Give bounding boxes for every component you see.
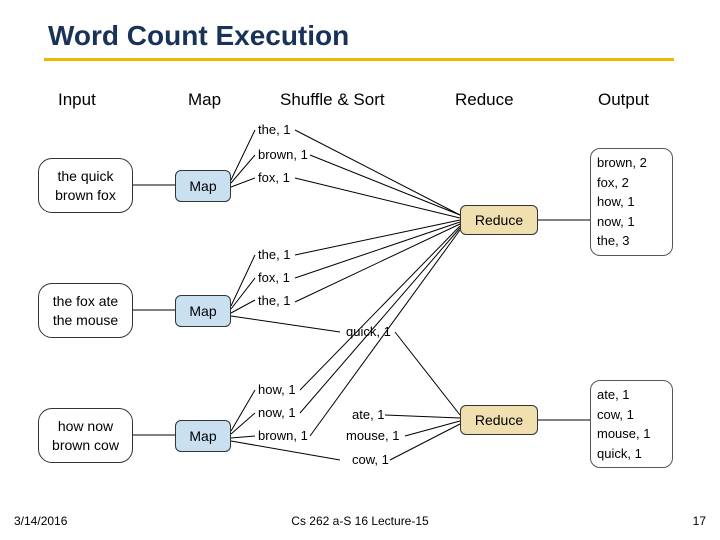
shuffle-brown2: brown, 1: [258, 428, 308, 443]
shuffle-ate: ate, 1: [352, 407, 385, 422]
out1-3: now, 1: [597, 212, 666, 232]
footer-date: 3/14/2016: [14, 514, 67, 528]
shuffle-how: how, 1: [258, 382, 296, 397]
col-output: Output: [598, 90, 649, 110]
map-box-2: Map: [175, 295, 231, 327]
out2-3: quick, 1: [597, 444, 666, 464]
footer-page: 17: [693, 514, 706, 528]
shuffle-the2: the, 1: [258, 247, 291, 262]
shuffle-the3: the, 1: [258, 293, 291, 308]
reduce-box-2: Reduce: [460, 405, 538, 435]
shuffle-quick: quick, 1: [346, 324, 391, 339]
output-box-1: brown, 2 fox, 2 how, 1 now, 1 the, 3: [590, 148, 673, 256]
slide-title: Word Count Execution: [48, 20, 349, 52]
input-block-1: the quick brown fox: [38, 158, 133, 213]
shuffle-the1: the, 1: [258, 122, 291, 137]
shuffle-fox1: fox, 1: [258, 170, 290, 185]
out2-1: cow, 1: [597, 405, 666, 425]
col-reduce: Reduce: [455, 90, 514, 110]
shuffle-brown1: brown, 1: [258, 147, 308, 162]
out1-2: how, 1: [597, 192, 666, 212]
col-shuffle: Shuffle & Sort: [280, 90, 385, 110]
shuffle-fox2: fox, 1: [258, 270, 290, 285]
out2-0: ate, 1: [597, 385, 666, 405]
map-box-1: Map: [175, 170, 231, 202]
output-box-2: ate, 1 cow, 1 mouse, 1 quick, 1: [590, 380, 673, 468]
out1-0: brown, 2: [597, 153, 666, 173]
footer-course: Cs 262 a-S 16 Lecture-15: [291, 514, 428, 528]
shuffle-mouse: mouse, 1: [346, 428, 399, 443]
shuffle-now: now, 1: [258, 405, 296, 420]
reduce-box-1: Reduce: [460, 205, 538, 235]
out1-4: the, 3: [597, 231, 666, 251]
col-input: Input: [58, 90, 96, 110]
shuffle-cow: cow, 1: [352, 452, 389, 467]
out1-1: fox, 2: [597, 173, 666, 193]
out2-2: mouse, 1: [597, 424, 666, 444]
map-box-3: Map: [175, 420, 231, 452]
title-underline: [44, 58, 674, 61]
col-map: Map: [188, 90, 221, 110]
input-block-2: the fox ate the mouse: [38, 283, 133, 338]
input-block-3: how now brown cow: [38, 408, 133, 463]
